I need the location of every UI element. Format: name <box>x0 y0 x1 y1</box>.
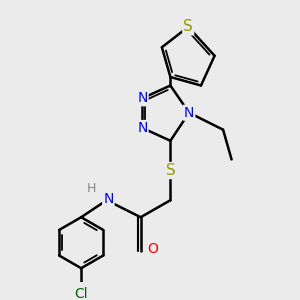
Text: N: N <box>137 121 148 135</box>
Text: N: N <box>137 91 148 105</box>
Text: Cl: Cl <box>74 287 88 300</box>
Text: S: S <box>166 163 175 178</box>
Text: N: N <box>184 106 194 120</box>
Text: O: O <box>147 242 158 256</box>
Text: N: N <box>103 191 113 206</box>
Text: H: H <box>87 182 97 195</box>
Text: S: S <box>183 20 193 34</box>
